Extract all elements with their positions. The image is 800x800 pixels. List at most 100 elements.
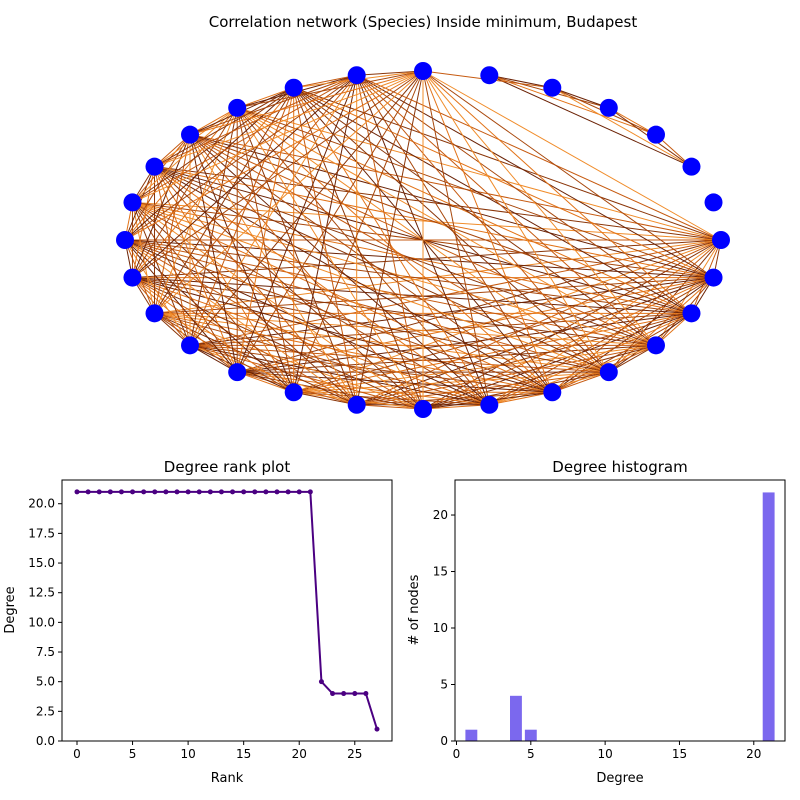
- network-edge: [236, 107, 553, 393]
- network-edge: [132, 201, 553, 393]
- rank-plot-line: [77, 490, 378, 730]
- rank-point: [263, 489, 269, 495]
- histogram-xtick-label: 0: [453, 747, 461, 761]
- network-node: [123, 193, 142, 212]
- network-edge: [293, 87, 714, 279]
- network-edge: [124, 74, 357, 241]
- network-edge: [356, 75, 424, 410]
- rank-point: [96, 489, 102, 495]
- network-edge: [154, 166, 657, 346]
- histogram-xtick-label: 20: [746, 747, 761, 761]
- network-node: [704, 193, 723, 212]
- network-edge: [189, 134, 424, 410]
- rank-point: [330, 691, 336, 697]
- network-edge: [154, 74, 358, 314]
- network-edge: [552, 312, 692, 393]
- histogram-ytick-label: 15: [433, 565, 448, 579]
- network-edge: [189, 134, 714, 279]
- rank-point: [85, 489, 91, 495]
- rank-plot-frame: [61, 479, 393, 742]
- network-node: [712, 231, 730, 249]
- network-edge: [124, 239, 238, 373]
- network-node: [599, 98, 618, 117]
- network-edge: [236, 107, 295, 393]
- network-edge: [124, 87, 295, 241]
- network-edge: [124, 239, 609, 373]
- network-edge: [422, 70, 553, 393]
- rank-ytick-label: 15.0: [28, 556, 55, 570]
- network-edge: [356, 74, 714, 279]
- network-edge: [356, 74, 610, 373]
- network-edge: [293, 87, 692, 314]
- network-edge: [552, 87, 692, 168]
- network-edges: [124, 70, 722, 410]
- histogram-xtick-label: 10: [597, 747, 612, 761]
- network-edge: [124, 239, 657, 346]
- network-edge: [131, 202, 156, 314]
- network-edge: [132, 277, 692, 314]
- network-edge: [132, 74, 357, 203]
- network-edge: [356, 70, 424, 76]
- rank-point: [218, 489, 224, 495]
- network-edge: [132, 201, 692, 314]
- rank-point: [174, 489, 180, 495]
- network-edge: [236, 107, 490, 406]
- rank-point: [252, 489, 258, 495]
- rank-point: [118, 489, 124, 495]
- network-edge: [132, 70, 424, 279]
- network-edge: [422, 70, 692, 314]
- network-edge: [608, 344, 657, 373]
- network-edge: [236, 107, 692, 314]
- rank-ytick-label: 17.5: [28, 526, 55, 540]
- network-edge: [237, 371, 553, 393]
- network-edge: [189, 134, 490, 406]
- network-edge: [489, 74, 553, 89]
- network-edge: [489, 391, 553, 406]
- rank-xtick-label: 10: [180, 747, 195, 761]
- network-edge: [293, 371, 609, 393]
- network-edge: [422, 404, 490, 410]
- rank-xtick-label: 15: [236, 747, 251, 761]
- rank-xtick-label: 20: [292, 747, 307, 761]
- network-edge: [293, 70, 424, 393]
- network-edge: [237, 70, 424, 109]
- network-edge: [293, 87, 358, 405]
- network-node: [543, 78, 562, 97]
- network-node: [646, 125, 665, 144]
- network-node: [646, 336, 665, 355]
- network-edge: [237, 87, 294, 109]
- histogram-xtick-label: 15: [672, 747, 687, 761]
- histogram-ytick-label: 5: [440, 678, 448, 692]
- rank-ytick-label: 7.5: [36, 645, 55, 659]
- histogram-bar: [465, 729, 478, 741]
- network-edge: [293, 75, 358, 393]
- network-edge: [189, 134, 553, 393]
- network-edge: [422, 70, 490, 405]
- network-edge: [189, 74, 357, 136]
- rank-point: [341, 691, 347, 697]
- histogram-ylabel: # of nodes: [407, 574, 422, 645]
- network-edge: [356, 70, 424, 405]
- rank-point: [318, 679, 324, 685]
- network-edge: [236, 87, 295, 373]
- network-edge: [552, 87, 609, 109]
- network-edge: [293, 87, 490, 406]
- network-edge: [293, 87, 424, 410]
- rank-point: [363, 691, 369, 697]
- rank-ytick-label: 20.0: [28, 497, 55, 511]
- rank-plot-ylabel: Degree: [3, 586, 18, 633]
- network-edge: [356, 74, 657, 346]
- network-edge: [154, 166, 714, 279]
- histogram-bars: [465, 492, 775, 741]
- network-edge: [154, 277, 714, 314]
- rank-point: [185, 489, 191, 495]
- network-edge: [189, 70, 424, 136]
- network-edge: [422, 70, 657, 346]
- network-edge: [356, 344, 657, 406]
- rank-xtick-label: 5: [129, 747, 137, 761]
- network-edge: [236, 107, 657, 346]
- network-node: [123, 268, 142, 287]
- network-edge: [132, 202, 238, 373]
- rank-ytick-label: 12.5: [28, 586, 55, 600]
